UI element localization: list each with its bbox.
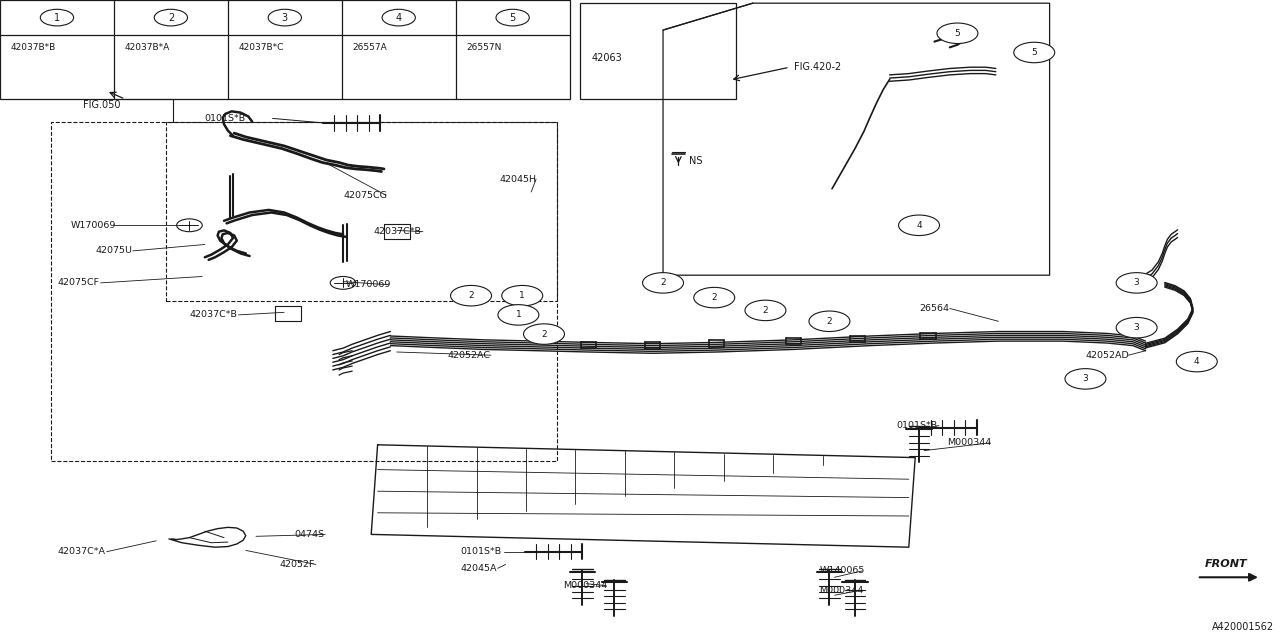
Circle shape — [809, 311, 850, 332]
Circle shape — [502, 285, 543, 306]
Text: 5: 5 — [509, 13, 516, 22]
Text: 42052F: 42052F — [279, 560, 315, 569]
Circle shape — [451, 285, 492, 306]
Circle shape — [1116, 273, 1157, 293]
Text: 2: 2 — [168, 13, 174, 22]
Text: 4: 4 — [396, 13, 402, 22]
Text: 0101S*B: 0101S*B — [205, 114, 246, 123]
Circle shape — [643, 273, 684, 293]
Text: 5: 5 — [955, 29, 960, 38]
Text: A420001562: A420001562 — [1211, 622, 1274, 632]
Circle shape — [1116, 317, 1157, 338]
Text: 42037C*B: 42037C*B — [374, 227, 421, 236]
Text: W140065: W140065 — [819, 566, 864, 575]
Circle shape — [1176, 351, 1217, 372]
Text: 3: 3 — [282, 13, 288, 22]
Circle shape — [269, 9, 301, 26]
Circle shape — [497, 9, 530, 26]
Text: 42045H: 42045H — [499, 175, 536, 184]
Text: 2: 2 — [468, 291, 474, 300]
Bar — [580, 3, 736, 99]
Text: 2: 2 — [763, 306, 768, 315]
Circle shape — [524, 324, 564, 344]
Circle shape — [383, 9, 416, 26]
Text: 42037B*B: 42037B*B — [10, 43, 55, 52]
Bar — [0, 0, 570, 99]
Text: 42075U: 42075U — [96, 246, 133, 255]
Circle shape — [745, 300, 786, 321]
Text: 1: 1 — [54, 13, 60, 22]
Text: M000344: M000344 — [563, 581, 608, 590]
Text: FIG.050: FIG.050 — [83, 100, 120, 110]
Text: FRONT: FRONT — [1204, 559, 1248, 570]
Text: 26557A: 26557A — [352, 43, 387, 52]
Text: 42075CG: 42075CG — [343, 191, 387, 200]
Text: W170069: W170069 — [346, 280, 390, 289]
Text: 42037C*B: 42037C*B — [189, 310, 237, 319]
Circle shape — [694, 287, 735, 308]
Text: 2: 2 — [712, 293, 717, 302]
Circle shape — [899, 215, 940, 236]
Text: 0101S*B: 0101S*B — [896, 421, 937, 430]
Text: 26557N: 26557N — [466, 43, 502, 52]
Circle shape — [40, 9, 73, 26]
Text: 4: 4 — [1194, 357, 1199, 366]
Text: 3: 3 — [1083, 374, 1088, 383]
Circle shape — [1014, 42, 1055, 63]
Circle shape — [937, 23, 978, 44]
Text: 0101S*B: 0101S*B — [461, 547, 502, 556]
Text: M000344: M000344 — [947, 438, 992, 447]
Text: 2: 2 — [660, 278, 666, 287]
Text: 42045A: 42045A — [461, 564, 498, 573]
Text: NS: NS — [689, 156, 703, 166]
Text: 42052AC: 42052AC — [448, 351, 492, 360]
Text: 1: 1 — [516, 310, 521, 319]
Text: 4: 4 — [916, 221, 922, 230]
Text: FIG.420-2: FIG.420-2 — [794, 62, 841, 72]
Text: 42063: 42063 — [591, 52, 622, 63]
Text: 42037B*C: 42037B*C — [238, 43, 283, 52]
Text: 1: 1 — [520, 291, 525, 300]
Text: M000344: M000344 — [819, 586, 864, 595]
Text: 42037C*A: 42037C*A — [58, 547, 105, 556]
Text: 42037B*A: 42037B*A — [124, 43, 169, 52]
Text: 2: 2 — [827, 317, 832, 326]
Circle shape — [1065, 369, 1106, 389]
Circle shape — [155, 9, 187, 26]
Circle shape — [498, 305, 539, 325]
Text: 2: 2 — [541, 330, 547, 339]
Text: 5: 5 — [1032, 48, 1037, 57]
Text: 26564: 26564 — [919, 304, 948, 313]
Text: 42075CF: 42075CF — [58, 278, 100, 287]
Text: W170069: W170069 — [70, 221, 115, 230]
Text: 3: 3 — [1134, 278, 1139, 287]
Text: 0474S: 0474S — [294, 530, 324, 539]
Text: 42052AD: 42052AD — [1085, 351, 1129, 360]
Text: 3: 3 — [1134, 323, 1139, 332]
